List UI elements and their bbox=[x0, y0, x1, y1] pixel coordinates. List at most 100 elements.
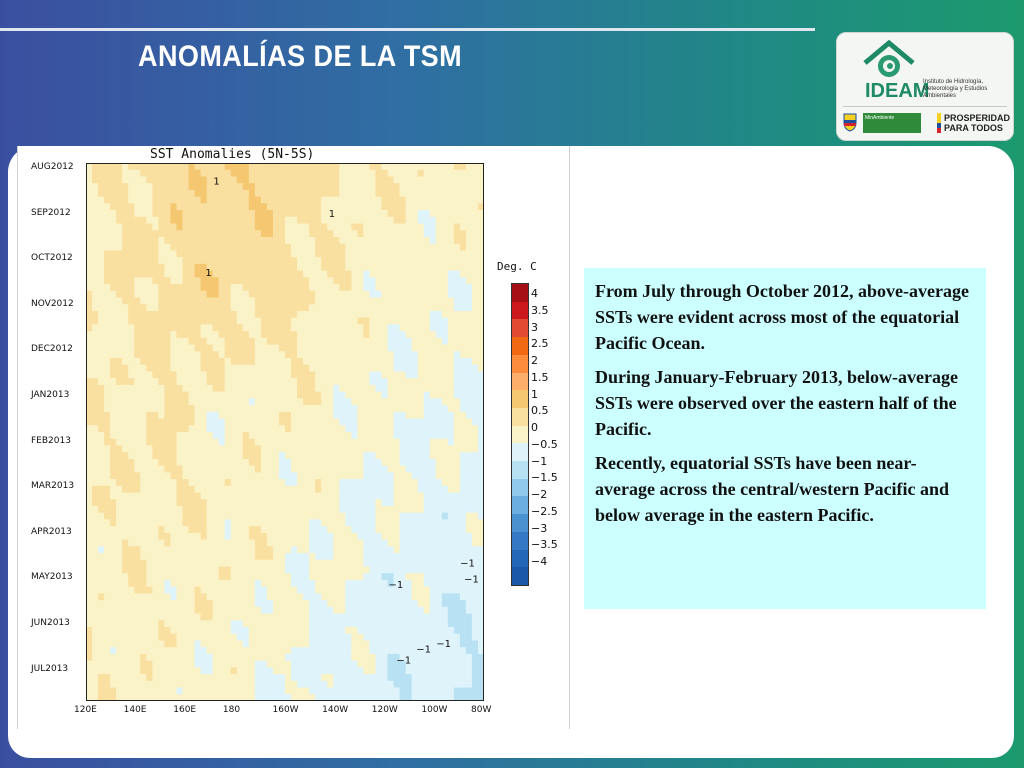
heatmap-cell bbox=[104, 458, 111, 467]
heatmap-cell bbox=[248, 627, 256, 635]
heatmap-cell bbox=[92, 660, 99, 668]
heatmap-cell bbox=[212, 176, 220, 184]
heatmap-cell bbox=[393, 169, 401, 178]
heatmap-cell bbox=[206, 203, 214, 211]
heatmap-cell bbox=[218, 304, 226, 312]
heatmap-cell bbox=[447, 526, 455, 534]
heatmap-cell bbox=[200, 647, 208, 655]
heatmap-cell bbox=[417, 216, 425, 225]
heatmap-cell bbox=[447, 539, 455, 547]
heatmap-cell bbox=[236, 458, 244, 467]
heatmap-cell bbox=[417, 163, 425, 171]
prosperidad-text: PROSPERIDAD PARA TODOS bbox=[944, 113, 1011, 133]
heatmap-cell bbox=[152, 236, 159, 245]
heatmap-cell bbox=[285, 485, 292, 494]
heatmap-cell bbox=[441, 546, 449, 554]
heatmap-cell bbox=[104, 169, 111, 178]
heatmap-cell bbox=[230, 203, 238, 211]
heatmap-cell bbox=[92, 573, 99, 581]
heatmap-cell bbox=[104, 438, 111, 447]
heatmap-cell bbox=[122, 653, 129, 662]
heatmap-cell bbox=[285, 627, 292, 635]
heatmap-cell bbox=[236, 640, 244, 648]
heatmap-cell bbox=[291, 351, 298, 359]
heatmap-cell bbox=[116, 371, 123, 379]
heatmap-cell bbox=[266, 465, 274, 473]
heatmap-cell bbox=[315, 492, 322, 500]
heatmap-cell bbox=[212, 351, 220, 359]
heatmap-cell bbox=[98, 405, 105, 413]
heatmap-cell bbox=[188, 579, 196, 588]
heatmap-cell bbox=[86, 378, 93, 386]
heatmap-cell bbox=[230, 465, 238, 473]
heatmap-cell bbox=[236, 364, 244, 373]
heatmap-cell bbox=[152, 593, 159, 601]
heatmap-cell bbox=[435, 304, 443, 312]
heatmap-cell bbox=[285, 505, 292, 514]
heatmap-cell bbox=[170, 270, 178, 278]
heatmap-cell bbox=[381, 573, 389, 581]
heatmap-cell bbox=[357, 398, 364, 406]
heatmap-cell bbox=[435, 297, 443, 305]
heatmap-cell bbox=[477, 297, 484, 305]
heatmap-cell bbox=[447, 351, 455, 359]
heatmap-cell bbox=[435, 364, 443, 373]
heatmap-cell bbox=[471, 378, 479, 386]
heatmap-cell bbox=[248, 613, 256, 621]
heatmap-cell bbox=[248, 559, 256, 568]
heatmap-cell bbox=[182, 236, 190, 245]
heatmap-cell bbox=[116, 613, 123, 621]
heatmap-cell bbox=[345, 203, 352, 211]
heatmap-cell bbox=[393, 250, 401, 258]
heatmap-cell bbox=[327, 465, 334, 473]
heatmap-cell bbox=[236, 243, 244, 252]
heatmap-cell bbox=[363, 579, 371, 588]
heatmap-cell bbox=[345, 210, 352, 218]
heatmap-cell bbox=[429, 438, 437, 447]
heatmap-cell bbox=[321, 236, 328, 245]
heatmap-cell bbox=[399, 216, 407, 225]
heatmap-cell bbox=[224, 425, 232, 433]
heatmap-cell bbox=[417, 358, 425, 366]
heatmap-cell bbox=[182, 593, 190, 601]
heatmap-cell bbox=[170, 351, 178, 359]
heatmap-cell bbox=[176, 573, 184, 581]
heatmap-cell bbox=[285, 270, 292, 278]
heatmap-cell bbox=[369, 176, 377, 184]
heatmap-cell bbox=[92, 176, 99, 184]
heatmap-cell bbox=[393, 270, 401, 278]
heatmap-cell bbox=[435, 432, 443, 440]
heatmap-cell bbox=[254, 640, 262, 648]
heatmap-cell bbox=[429, 290, 437, 299]
heatmap-cell bbox=[254, 284, 262, 292]
heatmap-cell bbox=[435, 553, 443, 561]
heatmap-cell bbox=[435, 236, 443, 245]
heatmap-cell bbox=[146, 391, 153, 399]
heatmap-cell bbox=[327, 573, 334, 581]
heatmap-cell bbox=[399, 344, 407, 352]
heatmap-cell bbox=[423, 230, 431, 238]
heatmap-cell bbox=[206, 243, 214, 252]
heatmap-cell bbox=[345, 640, 352, 648]
heatmap-cell bbox=[218, 438, 226, 447]
heatmap-cell bbox=[303, 277, 310, 285]
heatmap-cell bbox=[164, 163, 172, 171]
heatmap-cell bbox=[321, 472, 328, 480]
heatmap-cell bbox=[248, 216, 256, 225]
heatmap-cell bbox=[441, 492, 449, 500]
heatmap-cell bbox=[477, 236, 484, 245]
heatmap-cell bbox=[411, 579, 419, 588]
heatmap-cell bbox=[104, 358, 111, 366]
heatmap-cell bbox=[230, 277, 238, 285]
heatmap-cell bbox=[104, 613, 111, 621]
heatmap-cell bbox=[242, 236, 250, 245]
heatmap-cell bbox=[86, 210, 93, 218]
heatmap-cell bbox=[429, 310, 437, 319]
heatmap-cell bbox=[453, 223, 461, 231]
heatmap-cell bbox=[218, 163, 226, 171]
heatmap-cell bbox=[194, 566, 202, 574]
heatmap-cell bbox=[134, 640, 141, 648]
heatmap-cell bbox=[272, 640, 280, 648]
heatmap-cell bbox=[272, 586, 280, 594]
heatmap-cell bbox=[435, 257, 443, 265]
